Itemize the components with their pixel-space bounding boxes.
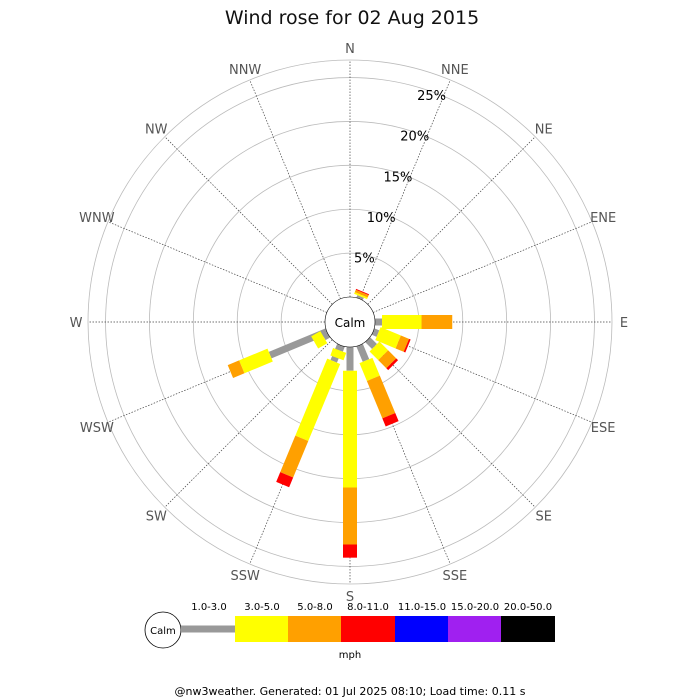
spoke-sw (164, 339, 333, 508)
direction-labels: N NNE NE ENE E ESE SE SSE S SSW SW WSW W WNW NW NNW (70, 42, 629, 605)
petal-ese-bin-4 (403, 338, 411, 353)
legend-swatch-6 (448, 616, 502, 642)
percent-label: 15% (384, 170, 413, 185)
direction-label-ene: ENE (590, 211, 616, 226)
direction-label-wsw: WSW (80, 421, 114, 436)
percent-label: 25% (417, 89, 446, 104)
petal-sse-bin-3 (366, 375, 396, 419)
direction-label-ssw: SSW (230, 569, 260, 584)
legend-label-5: 11.0-15.0 (398, 602, 446, 613)
legend-swatch-4 (341, 616, 395, 642)
percent-label: 10% (367, 211, 396, 226)
direction-label-e: E (620, 316, 628, 331)
spoke-ese (372, 331, 593, 423)
petal-sse-bin-1 (356, 343, 370, 362)
petal-ese-bin-1 (371, 328, 380, 337)
legend-label-6: 15.0-20.0 (451, 602, 499, 613)
legend-swatch-3 (288, 616, 342, 642)
petal-wsw-bin-2 (239, 348, 273, 374)
direction-label-nne: NNE (441, 63, 469, 78)
petal-ese-bin-2 (375, 327, 401, 349)
petal-nne-bin-3 (354, 289, 369, 298)
spoke-wnw (107, 221, 328, 313)
percent-labels: 5% 10% 15% 20% 25% (354, 89, 446, 266)
footer-text: @nw3weather. Generated: 01 Jul 2025 08:1… (175, 685, 526, 698)
petal-ssw-bin-2 (295, 358, 341, 442)
petal-sse-bin-2 (359, 357, 380, 382)
direction-label-s: S (346, 590, 354, 605)
direction-label-wnw: WNW (79, 211, 115, 226)
legend-calm-label: Calm (150, 626, 176, 637)
legend-swatch-5 (395, 616, 449, 642)
percent-label: 20% (400, 130, 429, 145)
petal-se-bin-2 (369, 341, 389, 361)
legend-label-3: 5.0-8.0 (297, 602, 332, 613)
petal-ese-bin-3 (395, 335, 410, 352)
petal-extra-1-bin-1 (336, 344, 345, 352)
spoke-nne (359, 79, 451, 300)
petal-se-bin-4 (386, 358, 399, 371)
legend-unit: mph (339, 650, 361, 661)
speed-legend: Calm 1.0-3.0 3.0-5.0 5.0-8.0 8.0-11.0 11.0-1… (144, 602, 555, 649)
spoke-nw (164, 136, 333, 305)
petal-nne-bin-1 (356, 295, 364, 301)
legend-label-4: 8.0-11.0 (347, 602, 389, 613)
direction-label-sse: SSE (442, 569, 467, 584)
petal-sse-bin-4 (382, 412, 399, 427)
petal-ssw-bin-4 (276, 472, 294, 488)
direction-label-ese: ESE (591, 421, 616, 436)
direction-label-sw: SW (146, 510, 167, 525)
legend-label-1: 1.0-3.0 (191, 602, 226, 613)
spoke-se (367, 339, 536, 508)
petal-extra-2-bin-1 (322, 331, 331, 341)
calm-circle: Calm (324, 296, 376, 348)
petal-extra-2-bin-2 (311, 331, 328, 349)
legend-swatch-7 (501, 616, 555, 642)
wind-petals (227, 288, 453, 558)
petal-se-bin-3 (378, 350, 397, 369)
direction-label-w: W (70, 316, 83, 331)
calm-label: Calm (335, 316, 366, 330)
petal-se-bin-1 (365, 337, 377, 349)
spoke-nnw (249, 79, 341, 300)
direction-label-se: SE (536, 510, 552, 525)
petal-extra-1-bin-2 (330, 348, 347, 361)
percent-label: 5% (354, 251, 375, 266)
direction-label-nw: NW (145, 122, 168, 137)
legend-label-2: 3.0-5.0 (244, 602, 279, 613)
legend-label-7: 20.0-50.0 (504, 602, 552, 613)
spoke-ene (372, 221, 593, 313)
chart-title: Wind rose for 02 Aug 2015 (225, 7, 479, 29)
petal-wsw-bin-3 (227, 360, 245, 379)
grid-ring-outer (87, 59, 613, 585)
direction-label-nnw: NNW (229, 63, 261, 78)
direction-label-n: N (345, 42, 355, 57)
legend-swatch-2 (235, 616, 289, 642)
direction-label-ne: NE (535, 122, 553, 137)
petal-nne-bin-2 (354, 292, 368, 300)
spoke-ne (367, 136, 536, 305)
petal-ssw-bin-3 (280, 435, 309, 478)
